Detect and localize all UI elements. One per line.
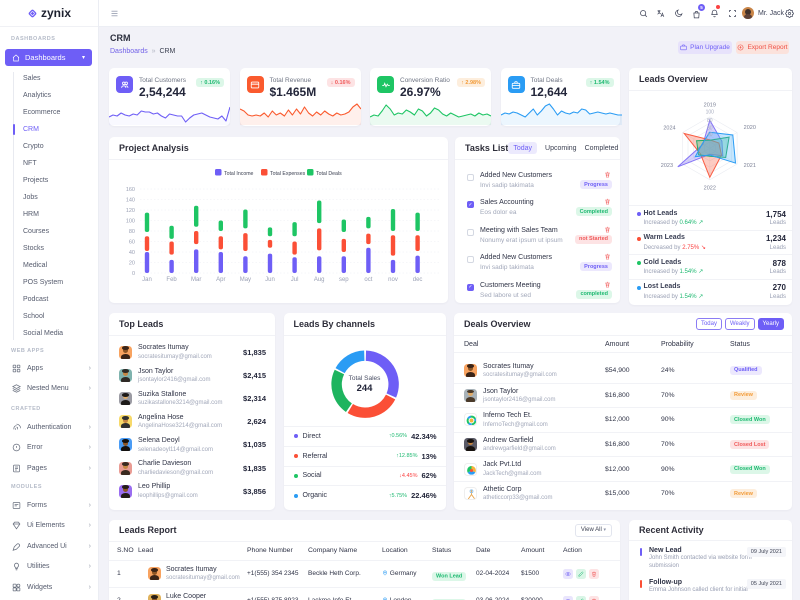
svg-text:Apr: Apr [216,277,225,283]
svg-text:oct: oct [364,277,372,283]
svg-text:Total Expenses: Total Expenses [270,171,306,177]
svg-text:Total Deals: Total Deals [316,171,342,177]
svg-text:Jan: Jan [142,277,152,283]
svg-text:2019: 2019 [704,102,716,108]
svg-text:2024: 2024 [663,125,675,131]
svg-text:2021: 2021 [744,163,756,169]
svg-text:2023: 2023 [661,163,673,169]
svg-text:160: 160 [126,187,135,193]
svg-text:40: 40 [707,132,713,138]
svg-text:Mar: Mar [191,277,201,283]
svg-text:nov: nov [388,277,398,283]
svg-text:Aug: Aug [314,277,325,283]
svg-text:140: 140 [126,198,135,204]
svg-text:80: 80 [707,118,713,124]
svg-text:0: 0 [132,271,135,277]
svg-text:20: 20 [129,261,135,267]
svg-text:60: 60 [129,240,135,246]
svg-text:100: 100 [706,110,715,116]
svg-text:Jul: Jul [291,277,299,283]
svg-text:80: 80 [129,229,135,235]
svg-text:sep: sep [339,277,349,283]
svg-text:Feb: Feb [166,277,177,283]
svg-text:2020: 2020 [744,125,756,131]
svg-text:dec: dec [413,277,423,283]
svg-text:Total Income: Total Income [224,171,254,177]
svg-text:60: 60 [707,125,713,131]
svg-text:May: May [240,277,251,283]
svg-text:40: 40 [129,250,135,256]
svg-text:100: 100 [126,219,135,225]
svg-text:2022: 2022 [704,186,716,192]
svg-text:Jun: Jun [265,277,275,283]
svg-text:120: 120 [126,208,135,214]
